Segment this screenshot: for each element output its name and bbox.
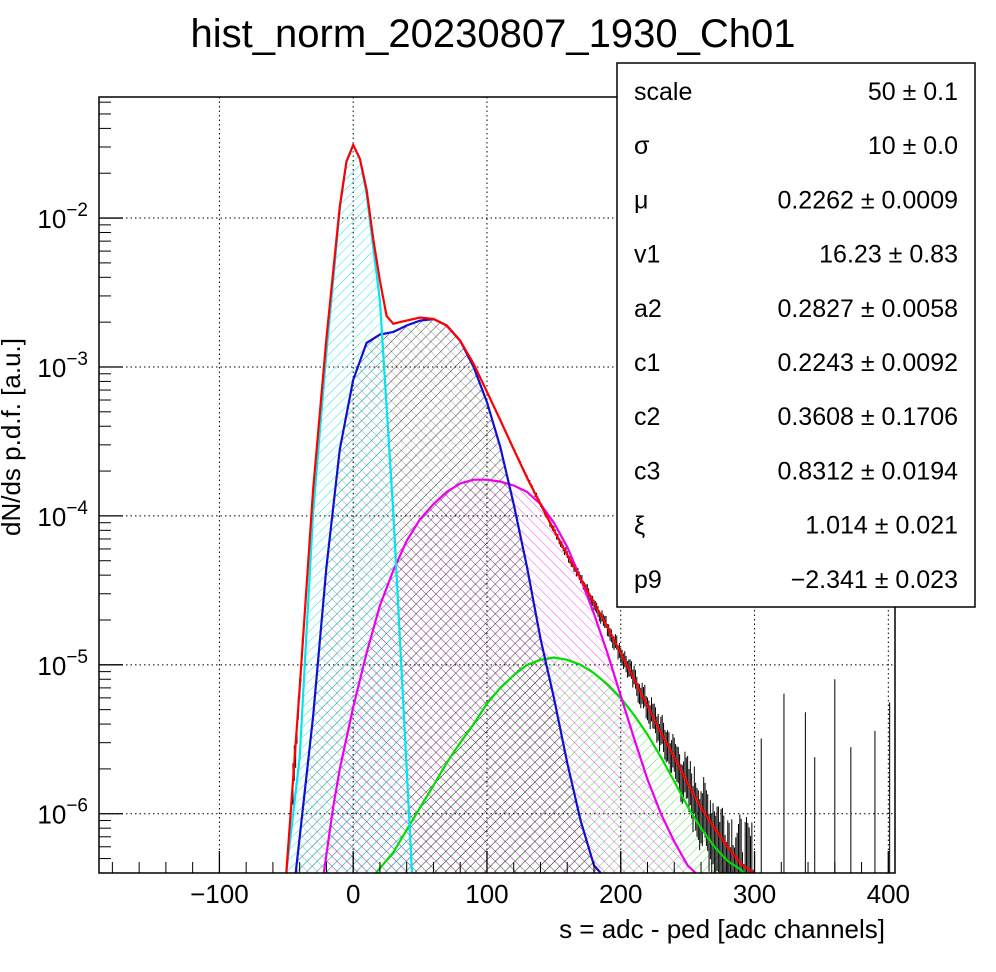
stat-name: a2 [634, 295, 662, 323]
stat-value: 50 ± 0.1 [868, 78, 958, 106]
two-pe-curve [322, 478, 697, 873]
x-axis-title: s = adc - ped [adc channels] [559, 914, 885, 944]
y-axis-title: dN/ds p.d.f. [a.u.] [0, 338, 26, 536]
y-tick-label: 10−3 [37, 349, 88, 383]
stat-value: 0.2827 ± 0.0058 [777, 295, 958, 323]
stat-value: 1.014 ± 0.021 [805, 512, 958, 540]
stat-value: 0.2262 ± 0.0009 [777, 186, 958, 214]
stats-box-frame [616, 62, 976, 608]
stat-name: v1 [634, 241, 660, 269]
stat-name: μ [634, 186, 648, 214]
x-tick-label: 400 [867, 879, 910, 909]
y-tick-label: 10−5 [37, 647, 88, 681]
stat-value: 10 ± 0.0 [868, 132, 958, 160]
x-tick-label: 0 [346, 879, 360, 909]
x-tick-label: 200 [599, 879, 642, 909]
stat-value: 0.2243 ± 0.0092 [777, 349, 958, 377]
three-pe-curve [375, 656, 745, 873]
stat-name: c3 [634, 457, 660, 485]
axis-ticks [99, 101, 889, 874]
total-fit-curve [285, 142, 756, 873]
fit-curves [285, 142, 756, 873]
stat-value: 0.8312 ± 0.0194 [777, 457, 958, 485]
x-tick-label: 300 [733, 879, 776, 909]
stat-value: 16.23 ± 0.83 [819, 241, 958, 269]
x-tick-label: −100 [190, 879, 249, 909]
stat-name: p9 [634, 566, 662, 594]
stat-name: c1 [634, 349, 660, 377]
stat-name: c2 [634, 403, 660, 431]
chart-title: hist_norm_20230807_1930_Ch01 [190, 12, 796, 56]
stat-name: ξ [634, 512, 645, 540]
x-tick-label: 100 [465, 879, 508, 909]
fit-statistics-box: scale 50 ± 0.1 σ 10 ± 0.0 μ 0.2262 ± 0.0009 v1… [616, 62, 976, 608]
y-tick-label: 10−2 [37, 200, 88, 234]
fit-fills [286, 144, 744, 873]
tick-labels: −100 0 100 200 300 400 10−2 10−3 10−4 10−5 10−6 [37, 200, 910, 909]
y-tick-label: 10−6 [37, 796, 88, 830]
stat-value: −2.341 ± 0.023 [791, 566, 958, 594]
stat-name: scale [634, 78, 692, 106]
stat-name: σ [634, 132, 650, 160]
stat-value: 0.3608 ± 0.1706 [777, 403, 958, 431]
y-tick-label: 10−4 [37, 498, 88, 532]
